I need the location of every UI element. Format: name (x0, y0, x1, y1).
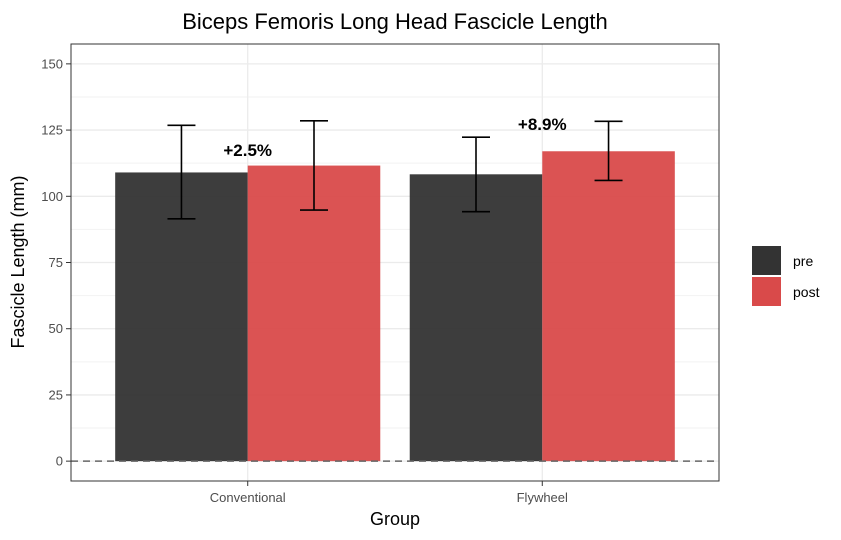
y-tick-label: 100 (41, 189, 63, 204)
y-axis-title: Fascicle Length (mm) (8, 175, 28, 348)
error-bars (167, 120, 623, 220)
y-axis: 0 25 50 75 100 125 150 (41, 56, 71, 469)
y-tick-label: 125 (41, 123, 63, 138)
bar-pre-flywheel (409, 174, 543, 462)
y-tick-label: 150 (41, 56, 63, 71)
legend-label-pre: pre (793, 253, 813, 269)
legend-label-post: post (793, 284, 820, 300)
bars (115, 151, 675, 462)
annotation-percent-change: +2.5% (223, 141, 272, 160)
legend: pre post (752, 246, 820, 306)
y-tick-label: 50 (49, 321, 63, 336)
annotation-percent-change: +8.9% (518, 115, 567, 134)
chart-title: Biceps Femoris Long Head Fascicle Length (182, 9, 608, 34)
x-tick-label: Flywheel (517, 490, 568, 505)
bar-post-conventional (247, 165, 381, 462)
bar-pre-conventional (115, 172, 248, 462)
legend-swatch-post (752, 277, 781, 306)
x-tick-label: Conventional (210, 490, 286, 505)
y-tick-label: 75 (49, 255, 63, 270)
y-tick-label: 25 (49, 387, 63, 402)
x-axis-title: Group (370, 509, 420, 529)
x-axis: Conventional Flywheel (210, 481, 568, 505)
annotations: +2.5% +8.9% (223, 115, 566, 160)
y-tick-label: 0 (56, 454, 63, 469)
legend-swatch-pre (752, 246, 781, 275)
bar-post-flywheel (542, 151, 675, 462)
